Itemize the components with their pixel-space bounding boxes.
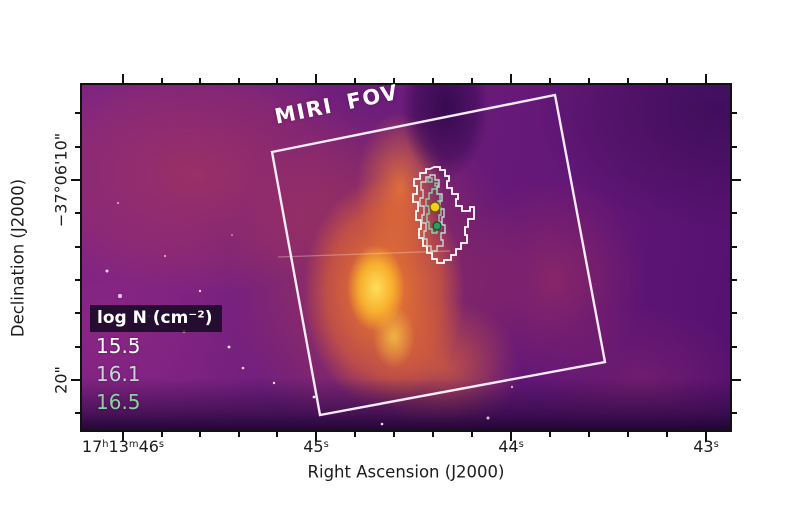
star-point [116, 201, 120, 205]
tick-mark [238, 78, 240, 83]
sky-map-plot: MIRI FOV log N (cm⁻²) 15.5 16.1 16.5 17h13… [52, 74, 741, 456]
y-tick-label: 20" [51, 366, 71, 394]
core-marker-yellow [429, 201, 441, 213]
contour-level-16-1 [419, 174, 446, 252]
tick-mark [732, 379, 741, 381]
legend-level-16.1: 16.1 [96, 362, 141, 386]
contour-level-16-5 [425, 188, 442, 234]
tick-mark [732, 246, 737, 248]
tick-mark [122, 432, 124, 441]
tick-mark [732, 312, 737, 314]
tick-mark [393, 432, 395, 437]
tick-mark [354, 432, 356, 437]
tick-mark [75, 312, 80, 314]
star-point [227, 345, 231, 349]
star-point [486, 416, 490, 420]
contour-level-16-5-fragments [427, 177, 439, 187]
x-tick-label: 45s [303, 437, 329, 456]
tick-mark [732, 279, 737, 281]
tick-mark [276, 432, 278, 437]
tick-mark [75, 112, 80, 114]
tick-mark [432, 78, 434, 83]
y-axis-title: Declination (J2000) [8, 178, 28, 338]
tick-mark [732, 112, 737, 114]
legend-title: log N (cm⁻²) [90, 305, 222, 332]
star-point [198, 289, 202, 293]
contour-legend: log N (cm⁻²) 15.5 16.1 16.5 [90, 305, 222, 416]
x-tick-label: 17h13m46s [81, 437, 165, 456]
miri-fov-box [270, 93, 607, 417]
tick-mark [705, 74, 707, 83]
tick-mark [588, 78, 590, 83]
tick-mark [199, 432, 201, 437]
tick-mark [705, 432, 707, 441]
tick-mark [549, 78, 551, 83]
tick-mark [732, 212, 737, 214]
tick-mark [510, 74, 512, 83]
star-point [272, 381, 276, 385]
tick-mark [75, 146, 80, 148]
star-point [231, 234, 233, 236]
star-point [241, 366, 245, 370]
tick-mark [432, 432, 434, 437]
tick-mark [75, 279, 80, 281]
tick-mark [75, 412, 80, 414]
legend-level-16.5: 16.5 [96, 390, 141, 414]
tick-mark [354, 78, 356, 83]
tick-mark [471, 78, 473, 83]
tick-mark [471, 432, 473, 437]
legend-level-15.5: 15.5 [96, 334, 141, 358]
tick-mark [510, 432, 512, 441]
contour-level-15-5 [412, 166, 475, 264]
tick-mark [161, 78, 163, 83]
tick-mark [549, 432, 551, 437]
tick-mark [122, 74, 124, 83]
legend-items: 15.5 16.1 16.5 [90, 333, 222, 416]
x-axis-title: Right Ascension (J2000) [307, 462, 505, 482]
tick-mark [238, 432, 240, 437]
tick-mark [315, 432, 317, 441]
source-markers [429, 201, 442, 231]
star-point [164, 255, 166, 257]
tick-mark [666, 432, 668, 437]
star-field [105, 201, 514, 426]
x-tick-label: 43s [693, 437, 719, 456]
tick-mark [199, 78, 201, 83]
star-point [118, 294, 122, 298]
tick-mark [627, 432, 629, 437]
tick-mark [732, 346, 737, 348]
star-point [380, 422, 384, 426]
tick-mark [75, 212, 80, 214]
tick-mark [732, 146, 737, 148]
tick-mark [732, 179, 741, 181]
x-tick-label: 44s [498, 437, 524, 456]
tick-mark [588, 432, 590, 437]
tick-mark [71, 179, 80, 181]
tick-mark [71, 379, 80, 381]
y-tick-label: −37°06'10" [51, 132, 71, 228]
star-point [510, 385, 514, 389]
tick-mark [315, 74, 317, 83]
nebula-colormap-image [82, 85, 730, 430]
core-marker-green [432, 221, 442, 231]
map-overlay [105, 93, 607, 426]
tick-mark [627, 78, 629, 83]
tick-mark [75, 246, 80, 248]
faint-streak-line [277, 250, 451, 258]
star-point [312, 395, 316, 399]
tick-mark [276, 78, 278, 83]
star-point [135, 340, 139, 344]
tick-mark [75, 346, 80, 348]
tick-mark [161, 432, 163, 437]
star-point [105, 269, 109, 273]
tick-mark [732, 412, 737, 414]
tick-mark [666, 78, 668, 83]
